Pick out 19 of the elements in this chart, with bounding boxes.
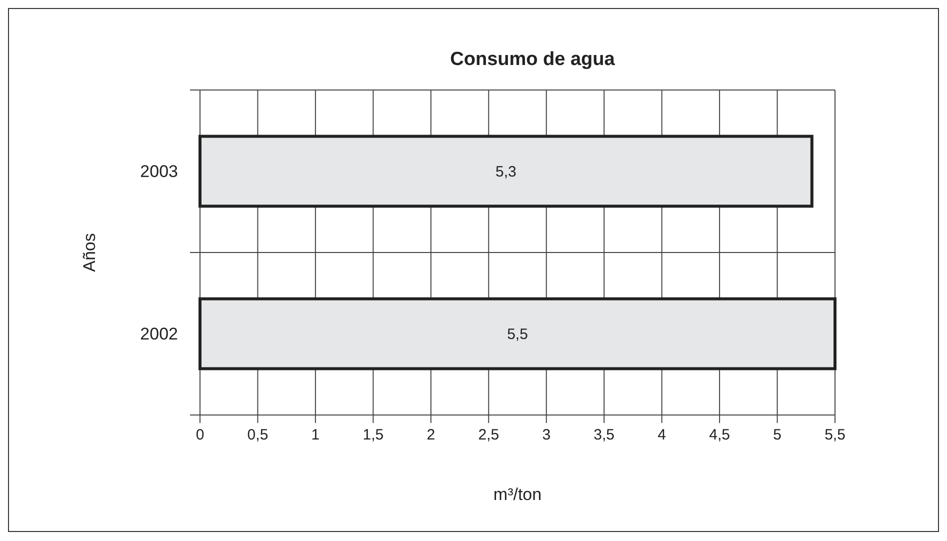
x-tick-label: 1,5 [362,426,384,444]
data-label: 5,3 [496,164,516,180]
x-tick-label: 1 [311,426,320,444]
y-tick-label: 2002 [140,324,178,344]
data-label: 5,5 [507,326,528,343]
x-tick-label: 3 [542,426,551,444]
x-tick-label: 0 [196,426,204,444]
x-tick-label: 4,5 [709,426,730,444]
chart-title: Consumo de agua [450,49,616,70]
x-tick-label: 2,5 [478,426,500,444]
y-tick-label: 2003 [140,162,178,182]
x-axis-title: m³/ton [493,485,542,504]
x-tick-label: 4 [658,426,666,444]
x-tick-label: 3,5 [594,426,615,444]
x-tick-label: 0,5 [247,426,268,444]
x-tick-label: 2 [426,426,436,444]
x-tick-label: 5 [773,426,782,444]
y-axis-title: Años [80,233,99,272]
x-tick-label: 5,5 [824,426,846,444]
